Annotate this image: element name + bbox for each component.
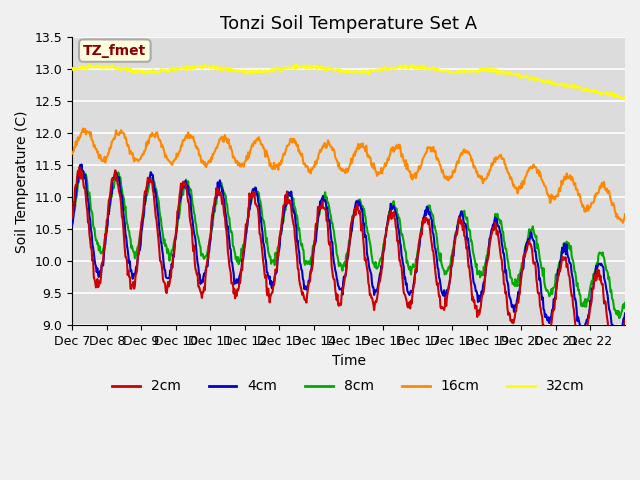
Text: TZ_fmet: TZ_fmet [83,44,147,58]
X-axis label: Time: Time [332,354,365,368]
Y-axis label: Soil Temperature (C): Soil Temperature (C) [15,110,29,252]
Legend: 2cm, 4cm, 8cm, 16cm, 32cm: 2cm, 4cm, 8cm, 16cm, 32cm [107,374,591,399]
Title: Tonzi Soil Temperature Set A: Tonzi Soil Temperature Set A [220,15,477,33]
